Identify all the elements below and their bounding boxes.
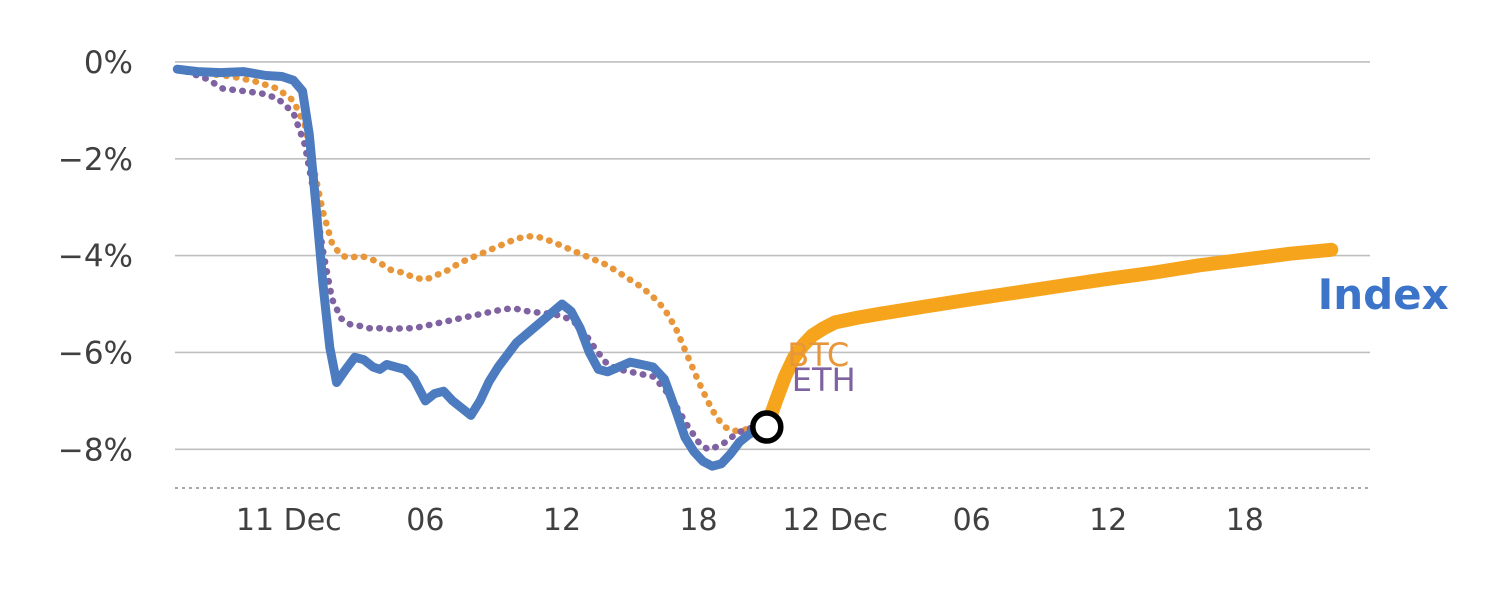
series-label-btc: BTC <box>787 336 849 374</box>
x-tick-label: 12 <box>1089 503 1127 538</box>
x-tick-label: 12 Dec <box>782 503 888 538</box>
current-point-marker <box>750 410 784 444</box>
y-tick-label: −8% <box>58 432 133 468</box>
x-tick-label: 11 Dec <box>236 503 342 538</box>
x-tick-label: 06 <box>406 503 444 538</box>
series-label-eth: ETH <box>792 361 856 399</box>
y-tick-label: −6% <box>58 335 133 371</box>
series-label-index: Index <box>1318 270 1449 319</box>
y-tick-label: −4% <box>58 239 133 275</box>
y-tick-label: −2% <box>58 142 133 178</box>
x-tick-label: 06 <box>953 503 991 538</box>
x-tick-label: 18 <box>679 503 717 538</box>
y-tick-label: 0% <box>84 45 133 81</box>
x-tick-label: 18 <box>1226 503 1264 538</box>
series-btc <box>183 67 764 435</box>
x-tick-label: 12 <box>543 503 581 538</box>
series-index-projection <box>759 242 1339 434</box>
series-index <box>172 64 772 471</box>
